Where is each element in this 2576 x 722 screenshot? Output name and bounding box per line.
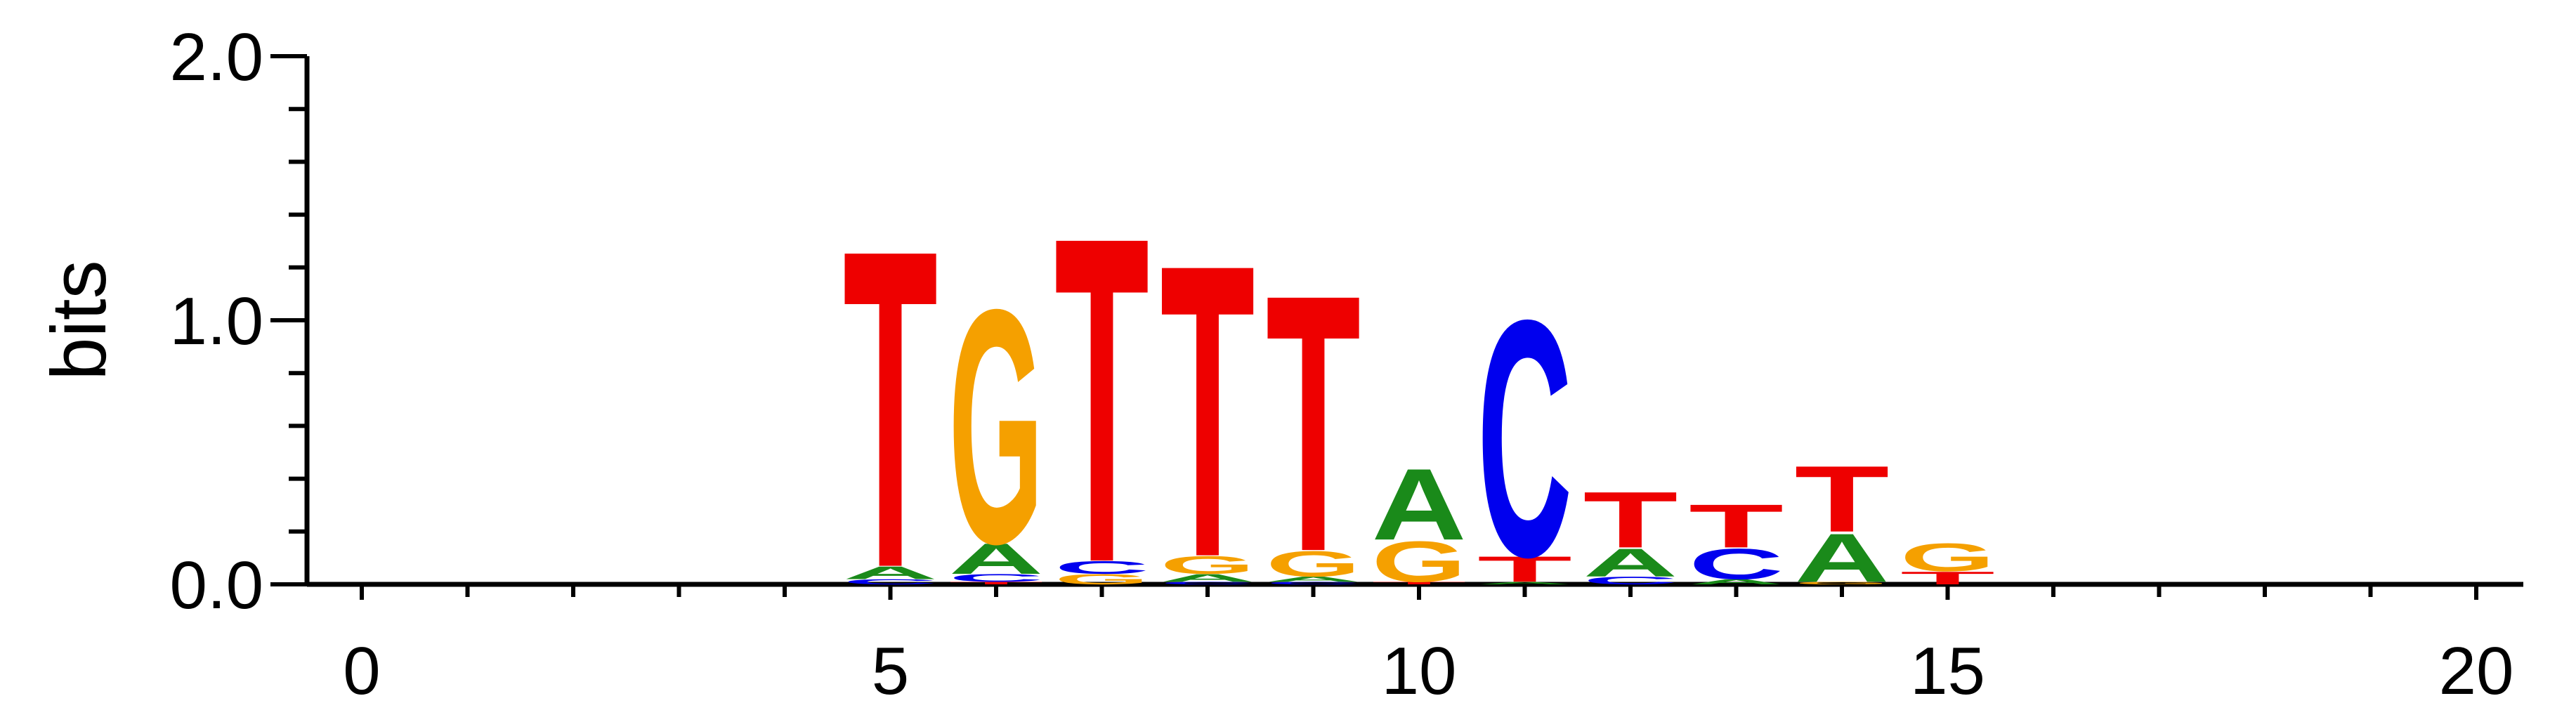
logo-letter-glyph: C [1054, 557, 1149, 577]
logo-letter-glyph: T [1795, 446, 1890, 552]
logo-letter-C-pos8: C [1160, 581, 1255, 585]
logo-letter-glyph: C [1689, 539, 1784, 588]
x-ticks: 0 5 10 15 20 [343, 584, 2513, 709]
logo-letter-G-pos8: G [1160, 551, 1255, 579]
logo-letter-glyph: A [843, 563, 938, 583]
logo-letter-glyph: A [1795, 520, 1890, 597]
logo-letter-glyph: G [1054, 571, 1149, 587]
logo-letter-T-pos7: T [1054, 140, 1149, 659]
logo-letter-glyph: A [949, 534, 1044, 583]
logo-letter-glyph: A [1689, 578, 1784, 586]
y-ticks: 0.0 1.0 2.0 [170, 20, 307, 623]
logo-letter-glyph: A [1583, 541, 1678, 585]
logo-letter-glyph: C [843, 578, 938, 586]
logo-letter-C-pos13: C [1689, 539, 1784, 588]
logo-letter-A-pos13: A [1689, 578, 1784, 586]
logo-letter-glyph: C [1477, 251, 1572, 627]
logo-letter-G-pos10: G [1372, 529, 1467, 594]
logo-letter-glyph: T [949, 581, 1044, 585]
y-tick-label: 1.0 [170, 284, 263, 359]
logo-letter-A-pos11: A [1477, 581, 1572, 585]
logo-letter-glyph: G [1795, 581, 1890, 585]
logo-letter-T-pos8: T [1160, 178, 1255, 644]
logo-letter-A-pos10: A [1372, 447, 1467, 561]
logo-letter-C-pos11: C [1477, 251, 1572, 627]
logo-letter-glyph: C [1583, 575, 1678, 586]
logo-letter-glyph: T [1372, 581, 1467, 585]
logo-letter-A-pos6: A [949, 534, 1044, 583]
logo-letter-glyph: A [1477, 581, 1572, 585]
logo-letter-glyph: C [1160, 581, 1255, 585]
logo-letter-glyph: A [1266, 575, 1361, 584]
logo-letter-glyph: T [1160, 178, 1255, 644]
logo-letter-T-pos12: T [1583, 475, 1678, 565]
logo-letter-glyph: A [1160, 572, 1255, 584]
logo-letter-C-pos12: C [1583, 575, 1678, 586]
logo-letter-glyph: T [1583, 475, 1678, 565]
logo-letter-glyph: C [1266, 581, 1361, 585]
logo-letter-glyph: T [1266, 219, 1361, 629]
logo-letter-C-pos7: C [1054, 557, 1149, 577]
y-tick-label: 2.0 [170, 20, 263, 95]
logo-letter-T-pos14: T [1795, 446, 1890, 552]
logo-letter-glyph: T [1054, 140, 1149, 659]
logo-letter-glyph: A [1372, 447, 1467, 561]
x-tick-label: 15 [1910, 634, 1985, 709]
logo-letter-glyph: T [1689, 492, 1784, 560]
logo-letter-T-pos5: T [843, 155, 938, 662]
logo-letter-A-pos9: A [1266, 575, 1361, 584]
logo-letter-glyph: T [1900, 568, 1995, 589]
logo-letter-glyph: T [843, 155, 938, 662]
logo-letter-A-pos12: A [1583, 541, 1678, 585]
logo-letter-glyph: G [1900, 535, 1995, 579]
x-tick-label: 20 [2439, 634, 2514, 709]
x-tick-label: 10 [1382, 634, 1457, 709]
y-axis-label: bits [36, 260, 122, 380]
logo-letter-T-pos10: T [1372, 581, 1467, 585]
logo-letter-T-pos15: T [1900, 568, 1995, 589]
logo-letter-C-pos6: C [949, 572, 1044, 584]
logo-letter-glyph: G [1266, 544, 1361, 584]
logo-letter-T-pos9: T [1266, 219, 1361, 629]
logo-letter-G-pos7: G [1054, 571, 1149, 587]
axes: bits [36, 56, 2523, 587]
logo-letter-G-pos14: G [1795, 581, 1890, 585]
x-tick-label: 0 [343, 634, 380, 709]
logo-letter-G-pos9: G [1266, 544, 1361, 584]
logo-letter-glyph: C [949, 572, 1044, 584]
logo-letter-T-pos13: T [1689, 492, 1784, 560]
logo-letter-A-pos8: A [1160, 572, 1255, 584]
logo-letter-A-pos5: A [843, 563, 938, 583]
logo-letter-G-pos6: G [949, 240, 1044, 614]
logo-letter-glyph: G [1372, 529, 1467, 594]
logo-letter-T-pos6: T [949, 581, 1044, 585]
logo-letter-C-pos5: C [843, 578, 938, 586]
logo-letter-C-pos9: C [1266, 581, 1361, 585]
logo-letter-glyph: T [1477, 549, 1572, 590]
logo-letter-glyph: G [1160, 551, 1255, 579]
logo-letter-A-pos14: A [1795, 520, 1890, 597]
y-tick-label: 0.0 [170, 548, 263, 623]
x-tick-label: 5 [872, 634, 909, 709]
logo-letter-G-pos15: G [1900, 535, 1995, 579]
logo-letter-glyph: G [949, 240, 1044, 614]
logo-letter-T-pos11: T [1477, 549, 1572, 590]
